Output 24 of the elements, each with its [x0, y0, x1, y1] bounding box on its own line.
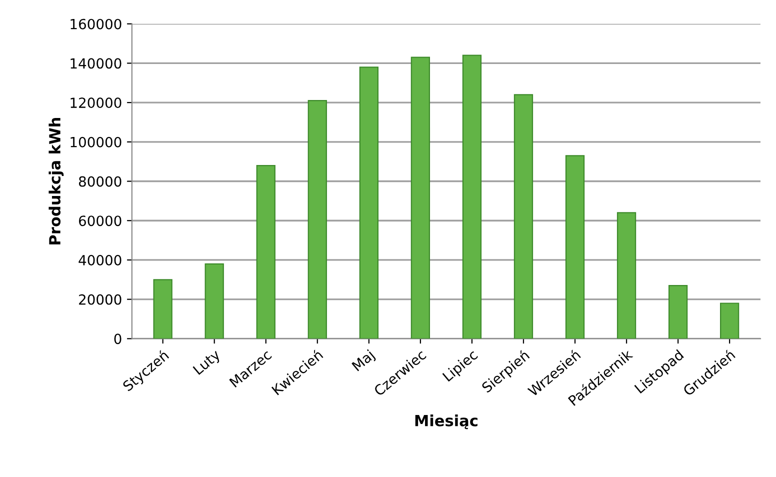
- bar: [462, 54, 482, 339]
- y-axis-title: Produkcja kWh: [48, 118, 64, 244]
- x-axis-title: Miesiąc: [415, 414, 478, 430]
- bar: [256, 164, 276, 339]
- y-tick-label: 20000: [79, 294, 122, 305]
- y-tick-label: 100000: [70, 136, 122, 148]
- y-tick-label: 160000: [70, 18, 122, 30]
- x-tick-label: Maj: [351, 349, 377, 374]
- y-tick-label: 120000: [70, 98, 122, 108]
- bar: [720, 302, 740, 339]
- y-tick-label: 40000: [78, 254, 122, 266]
- bar: [153, 279, 172, 339]
- y-tick-label: 0: [114, 334, 122, 344]
- bar: [410, 56, 430, 339]
- bar: [565, 155, 585, 339]
- bar: [616, 212, 636, 339]
- y-tick-label: 80000: [78, 176, 122, 187]
- y-tick-label: 140000: [70, 58, 122, 69]
- y-tick-label: 60000: [78, 216, 122, 226]
- bar: [308, 100, 327, 339]
- bar: [359, 66, 378, 339]
- bar: [514, 94, 534, 339]
- bar: [668, 284, 688, 339]
- bar: [204, 263, 224, 339]
